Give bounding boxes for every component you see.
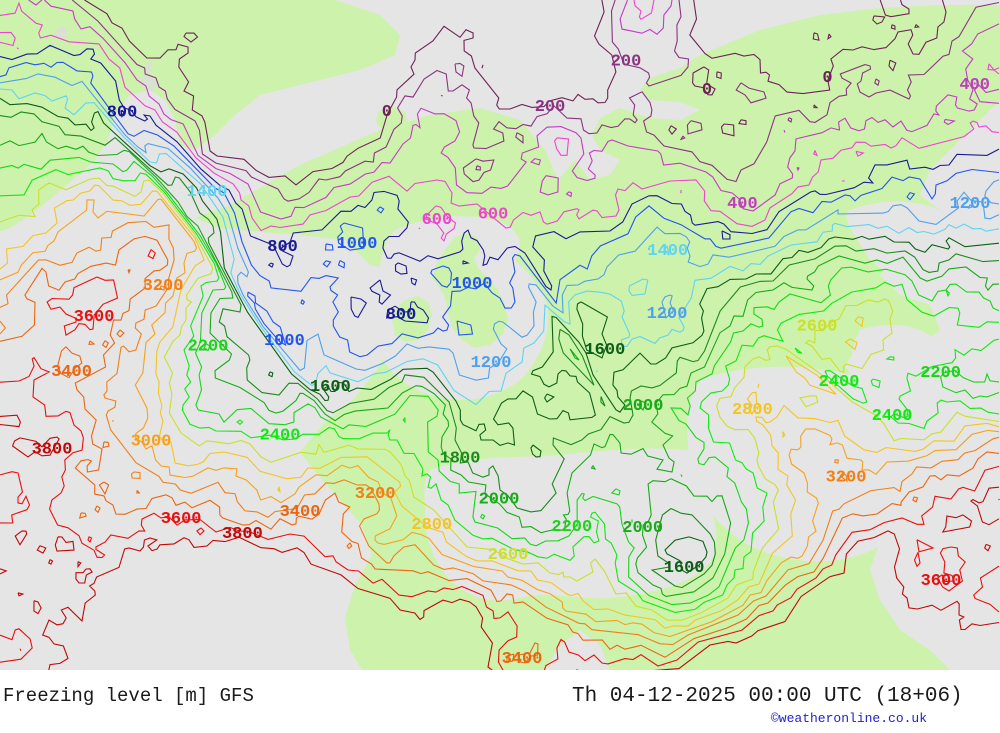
svg-text:1200: 1200 [647, 305, 688, 324]
svg-text:3400: 3400 [502, 650, 543, 669]
svg-text:1600: 1600 [584, 341, 625, 360]
svg-text:1400: 1400 [647, 242, 688, 261]
svg-text:1800: 1800 [440, 450, 481, 469]
svg-text:400: 400 [727, 195, 758, 214]
svg-text:2400: 2400 [872, 407, 913, 426]
svg-text:3200: 3200 [826, 469, 867, 488]
svg-text:1200: 1200 [471, 354, 512, 373]
svg-text:3200: 3200 [355, 485, 396, 504]
svg-text:0: 0 [702, 81, 712, 100]
svg-text:2200: 2200 [920, 364, 961, 383]
svg-text:2600: 2600 [488, 546, 529, 565]
svg-text:1000: 1000 [264, 332, 305, 351]
svg-text:0: 0 [822, 69, 832, 88]
svg-text:2800: 2800 [411, 516, 452, 535]
svg-text:2200: 2200 [551, 518, 592, 537]
svg-text:3000: 3000 [131, 433, 172, 452]
svg-text:3600: 3600 [921, 572, 962, 591]
svg-text:400: 400 [959, 76, 990, 95]
svg-text:2600: 2600 [797, 318, 838, 337]
svg-text:1000: 1000 [337, 235, 378, 254]
svg-text:2000: 2000 [622, 519, 663, 538]
svg-text:0: 0 [382, 103, 392, 122]
svg-text:Th 04-12-2025 00:00 UTC (18+06: Th 04-12-2025 00:00 UTC (18+06) [572, 685, 963, 708]
svg-text:1600: 1600 [664, 559, 705, 578]
svg-text:2000: 2000 [479, 491, 520, 510]
svg-text:Freezing level [m] GFS: Freezing level [m] GFS [3, 685, 254, 707]
svg-text:3800: 3800 [32, 440, 73, 459]
svg-text:600: 600 [478, 206, 509, 225]
svg-text:800: 800 [386, 306, 417, 325]
svg-text:1400: 1400 [187, 183, 228, 202]
svg-text:1600: 1600 [310, 378, 351, 397]
svg-text:600: 600 [422, 211, 453, 230]
svg-text:3600: 3600 [74, 308, 115, 327]
svg-text:3800: 3800 [222, 525, 263, 544]
svg-text:2400: 2400 [260, 426, 301, 445]
svg-text:1200: 1200 [950, 195, 991, 214]
svg-text:200: 200 [611, 53, 642, 72]
svg-text:3200: 3200 [143, 277, 184, 296]
svg-text:800: 800 [107, 103, 138, 122]
svg-text:3600: 3600 [161, 510, 202, 529]
svg-text:2200: 2200 [188, 338, 229, 357]
svg-text:3400: 3400 [280, 503, 321, 522]
svg-text:1000: 1000 [452, 275, 493, 294]
svg-text:©weatheronline.co.uk: ©weatheronline.co.uk [771, 711, 927, 726]
svg-text:800: 800 [267, 238, 298, 257]
svg-text:2000: 2000 [623, 397, 664, 416]
svg-text:2400: 2400 [819, 373, 860, 392]
svg-text:200: 200 [535, 98, 566, 117]
svg-text:3400: 3400 [51, 363, 92, 382]
svg-text:2800: 2800 [732, 401, 773, 420]
